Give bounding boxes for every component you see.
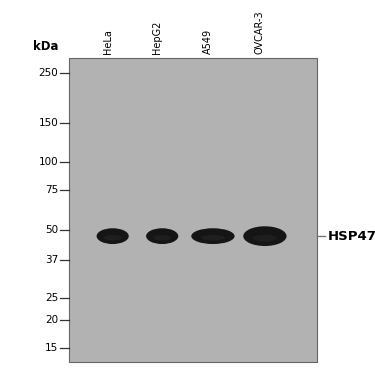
- Ellipse shape: [153, 235, 171, 240]
- Text: 100: 100: [39, 157, 58, 167]
- Text: HSP47: HSP47: [328, 230, 375, 243]
- Text: 15: 15: [45, 343, 58, 353]
- Ellipse shape: [243, 226, 286, 246]
- Text: HepG2: HepG2: [152, 21, 162, 54]
- Ellipse shape: [104, 235, 122, 240]
- Text: HeLa: HeLa: [103, 30, 112, 54]
- Text: 50: 50: [45, 225, 58, 235]
- Text: 250: 250: [38, 68, 58, 78]
- Ellipse shape: [146, 228, 178, 244]
- Text: 37: 37: [45, 255, 58, 264]
- Ellipse shape: [191, 228, 235, 244]
- Text: A549: A549: [203, 29, 213, 54]
- Ellipse shape: [201, 235, 225, 240]
- Text: 20: 20: [45, 315, 58, 325]
- Text: kDa: kDa: [33, 39, 58, 53]
- Text: 75: 75: [45, 185, 58, 195]
- Ellipse shape: [97, 228, 129, 244]
- Ellipse shape: [253, 235, 277, 242]
- Text: OVCAR-3: OVCAR-3: [255, 11, 265, 54]
- Text: 150: 150: [38, 118, 58, 128]
- Text: 25: 25: [45, 293, 58, 303]
- FancyBboxPatch shape: [69, 58, 317, 362]
